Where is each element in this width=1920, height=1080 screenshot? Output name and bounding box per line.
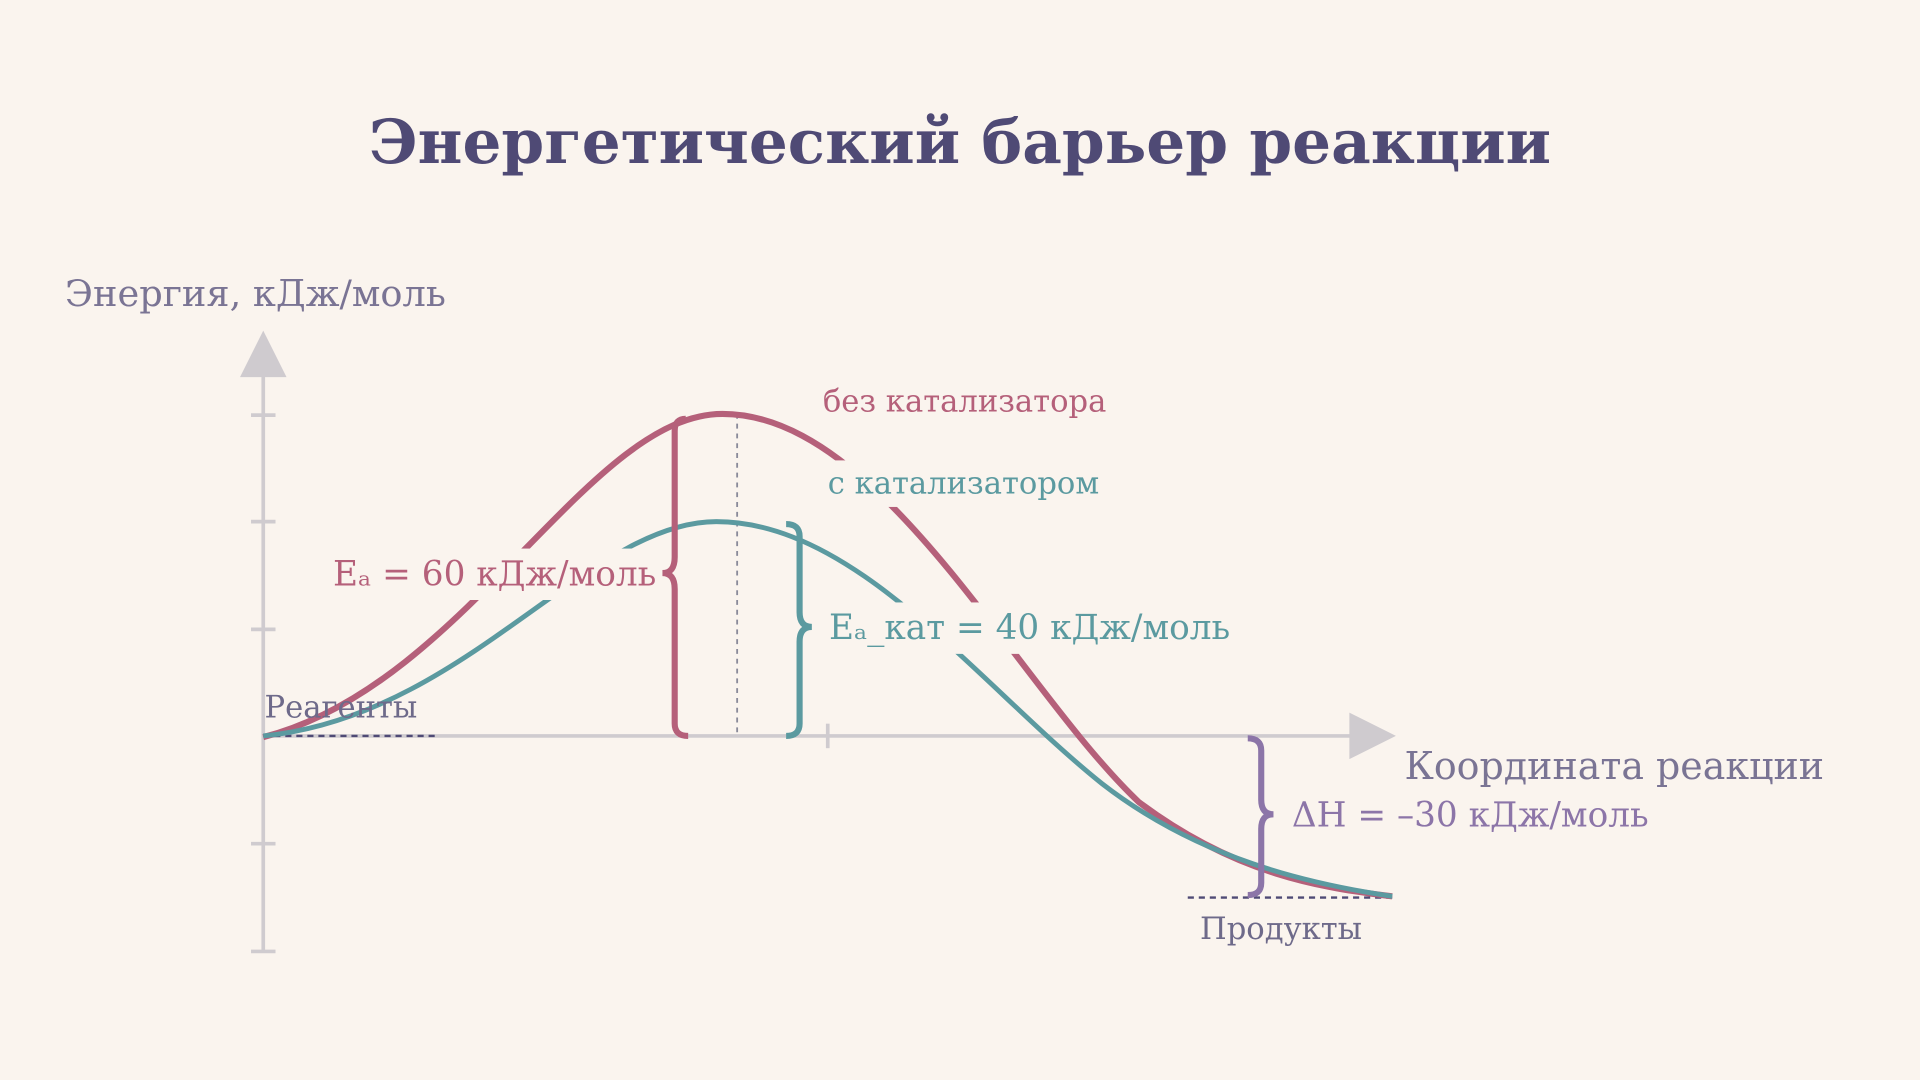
annotation-ea: Eₐ = 60 кДж/моль [333,554,656,594]
curve-label: с катализатором [828,466,1099,501]
curve-label: без катализатора [823,384,1107,419]
label-bg [822,460,1103,507]
label-bg [1285,789,1644,842]
y-arrow [240,330,287,378]
label-bg [328,548,649,600]
x-axis-label: Координата реакции [1404,744,1824,788]
label-bg [1398,737,1862,792]
label-bg [822,602,1225,654]
brace-ea [662,415,689,739]
label-bg [817,377,1107,424]
title: Энергетический барьер реакции [369,107,1551,178]
level-label: Продукты [1200,912,1362,947]
annotation-ea-cat: Eₐ_кат = 40 кДж/моль [829,608,1230,648]
curve-catalyzed [263,519,1393,899]
level-label: Реагенты [264,691,417,726]
axes [251,367,1354,954]
annotation-dh: ΔH = –30 кДж/моль [1292,796,1649,836]
brace-ea-cat [785,521,813,739]
brace-dh [1247,735,1274,899]
x-arrow [1349,712,1396,760]
y-axis-label: Энергия, кДж/моль [65,272,446,315]
